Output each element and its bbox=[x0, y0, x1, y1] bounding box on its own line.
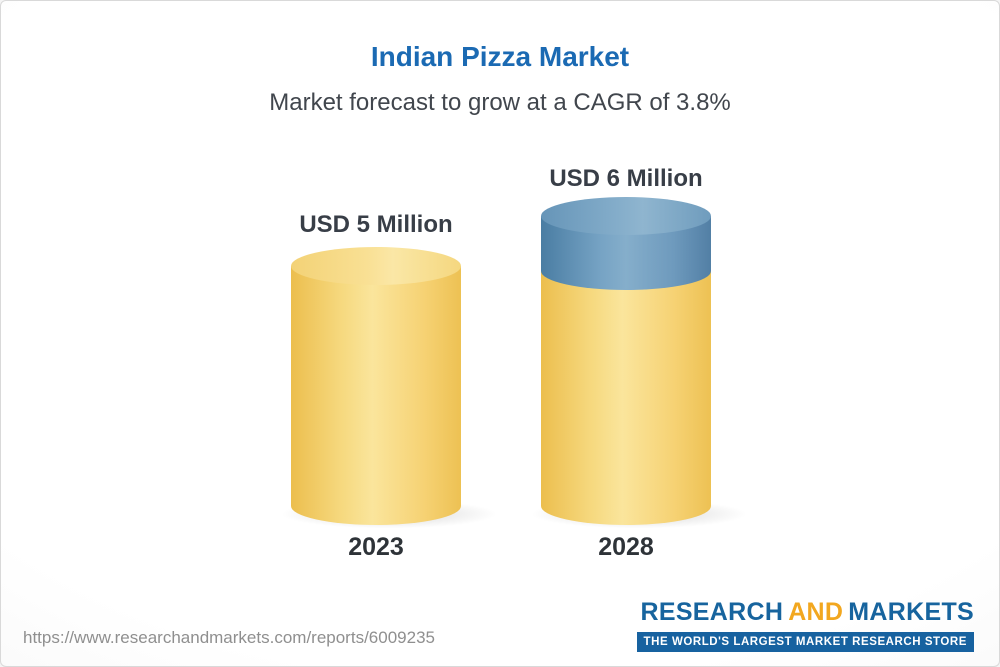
cylinder-cap-yellow bbox=[291, 247, 461, 285]
logo-word-markets: MARKETS bbox=[848, 598, 974, 626]
cylinder-cap-blue bbox=[541, 197, 711, 235]
bar-cylinder-2023 bbox=[291, 247, 461, 525]
report-url: https://www.researchandmarkets.com/repor… bbox=[23, 628, 435, 647]
logo-tagline: THE WORLD'S LARGEST MARKET RESEARCH STOR… bbox=[636, 632, 974, 652]
cylinder-body-yellow bbox=[291, 266, 461, 525]
value-label-2023: USD 5 Million bbox=[299, 211, 453, 238]
logo-word-and: AND bbox=[788, 598, 844, 626]
chart-subtitle: Market forecast to grow at a CAGR of 3.8… bbox=[269, 89, 731, 116]
cylinder-body-yellow bbox=[541, 271, 711, 525]
logo-wordmark: RESEARCH AND MARKETS bbox=[637, 598, 974, 627]
axis-label-2028: 2028 bbox=[598, 533, 654, 561]
chart-title: Indian Pizza Market bbox=[370, 41, 630, 72]
bar-cylinder-2028 bbox=[541, 197, 711, 525]
axis-label-2023: 2023 bbox=[348, 533, 404, 561]
research-and-markets-logo: RESEARCH AND MARKETS THE WORLD'S LARGEST M… bbox=[636, 598, 974, 652]
logo-word-research: RESEARCH bbox=[640, 598, 784, 626]
value-label-2028: USD 6 Million bbox=[549, 165, 703, 192]
